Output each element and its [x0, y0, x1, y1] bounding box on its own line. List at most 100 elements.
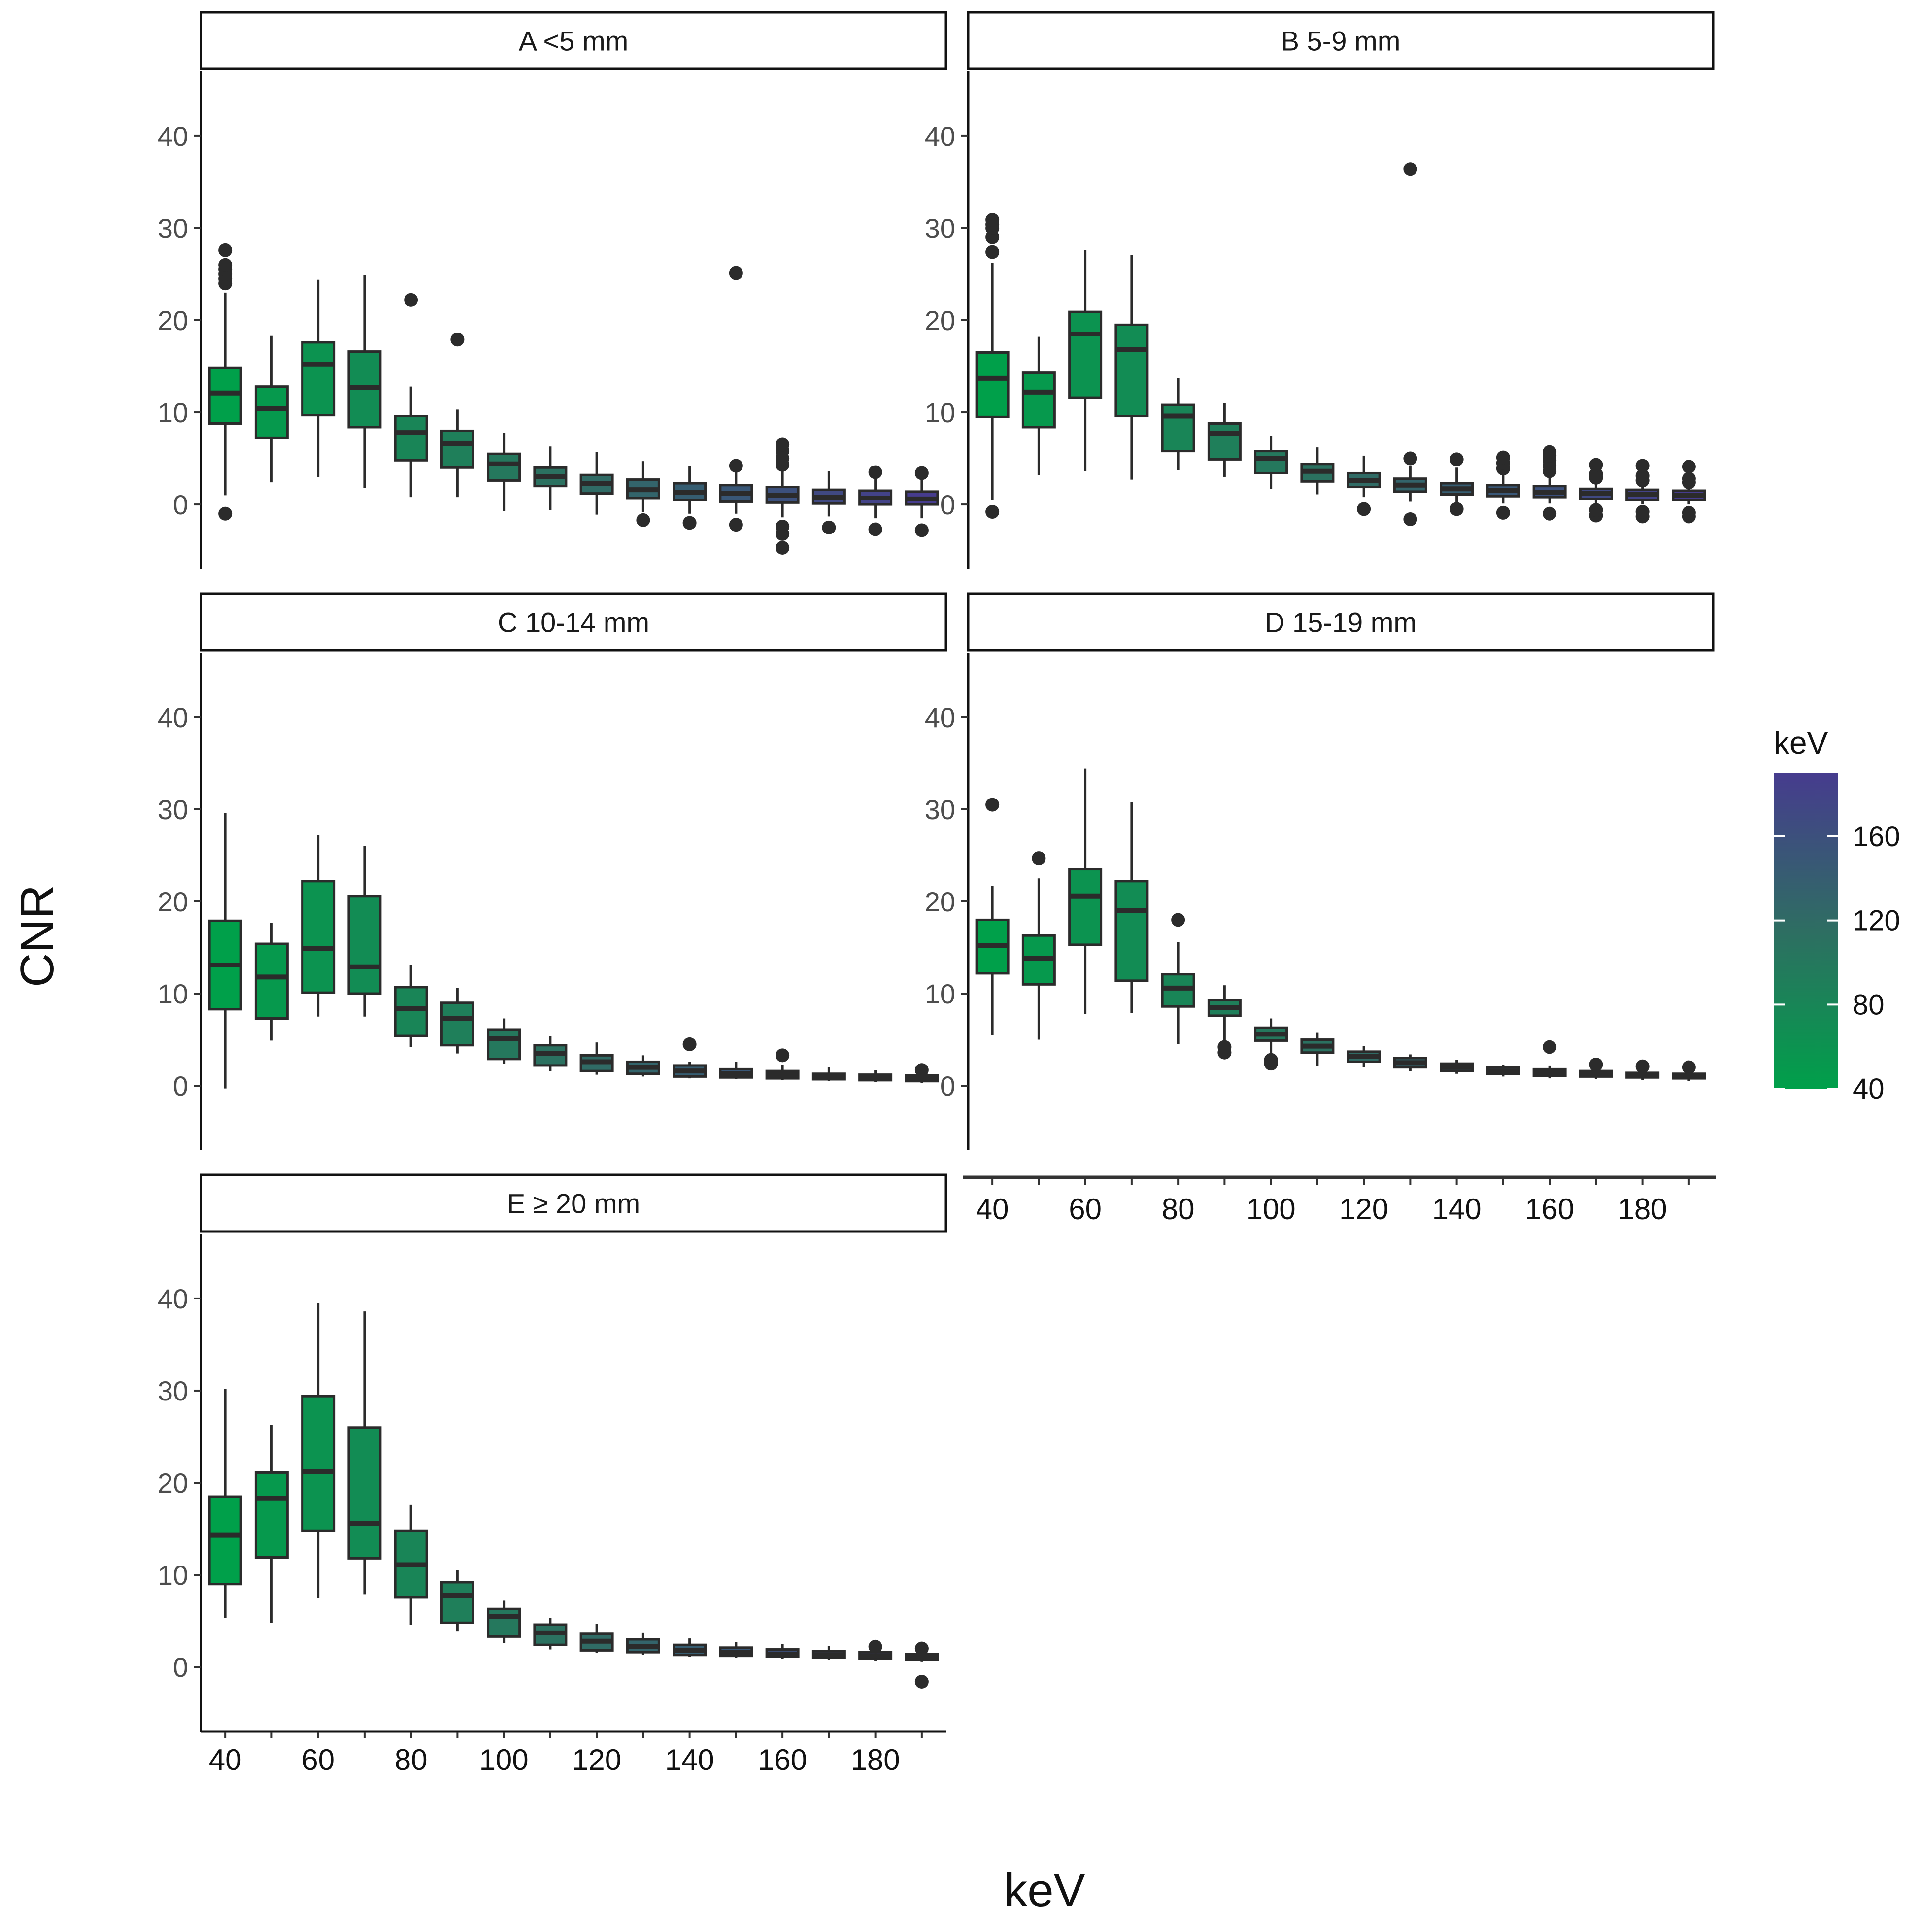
boxplot-170: [811, 1646, 846, 1660]
boxplot-130: [1393, 162, 1427, 526]
outlier-point: [404, 293, 418, 307]
y-tick-label: 20: [925, 886, 955, 917]
box: [1114, 880, 1149, 982]
x-tick-label: 120: [572, 1743, 621, 1776]
x-tick-label: 40: [209, 1743, 242, 1776]
y-tick-label: 40: [158, 121, 188, 152]
boxplot-190: [1672, 1060, 1706, 1081]
y-tick-label: 40: [158, 702, 188, 733]
box: [347, 895, 382, 995]
boxplot-120: [579, 452, 614, 515]
boxplot-150: [719, 1062, 753, 1079]
facet-panel: C 10-14 mm 0 10 20 30 40: [158, 592, 947, 1150]
box: [1254, 450, 1288, 474]
box: [208, 1495, 242, 1586]
boxplot-50: [254, 1425, 289, 1623]
boxplot-80: [1161, 378, 1195, 470]
y-tick-label: 10: [925, 397, 955, 428]
boxplot-120: [1347, 455, 1381, 516]
outlier-point: [1032, 851, 1046, 866]
x-tick-label: 40: [976, 1193, 1009, 1226]
boxplot-140: [673, 1037, 707, 1079]
outlier-point: [218, 506, 233, 521]
outlier-point: [776, 540, 790, 555]
y-tick-label: 0: [173, 1652, 188, 1683]
boxplot-40: [975, 798, 1010, 1035]
boxplot-90: [440, 988, 474, 1054]
boxplot-70: [1114, 255, 1149, 480]
outlier-point: [1635, 459, 1650, 473]
boxplot-150: [1486, 450, 1520, 520]
outlier-point: [1589, 503, 1603, 517]
facet-panel: A <5 mm 0 10 20 30 40: [158, 11, 947, 569]
legend-tick-label: 40: [1853, 1073, 1885, 1105]
boxplot-90: [1207, 985, 1242, 1060]
x-tick-label: 60: [1069, 1193, 1102, 1226]
facet-panel: D 15-19 mm 0 10 20 30 40: [925, 592, 1715, 1150]
x-axis-title: keV: [1004, 1864, 1085, 1917]
facet-panel: E ≥ 20 mm 0 10 20 30 40 40 60 80 100 120 140 160 180: [158, 1173, 947, 1776]
boxplot-60: [301, 279, 336, 477]
outlier-point: [914, 523, 929, 537]
boxplot-100: [487, 1018, 521, 1064]
facet-strip: [967, 11, 1715, 70]
outlier-point: [985, 245, 1000, 259]
outlier-point: [1589, 1058, 1603, 1072]
outlier-point: [218, 258, 233, 272]
boxplot-50: [1021, 336, 1056, 475]
facet-strip-label: C 10-14 mm: [498, 607, 649, 638]
boxplot-170: [811, 471, 846, 534]
outlier-point: [1264, 1053, 1278, 1067]
outlier-point: [1403, 451, 1417, 466]
boxplot-120: [579, 1042, 614, 1075]
boxplot-180: [858, 1070, 893, 1082]
boxplot-180: [1625, 459, 1660, 524]
boxplot-120: [1347, 1046, 1381, 1067]
y-tick-label: 10: [158, 978, 188, 1009]
box: [208, 366, 242, 425]
outlier-point: [776, 437, 790, 452]
boxplot-40: [975, 213, 1010, 519]
box: [1207, 422, 1242, 461]
outlier-point: [1635, 505, 1650, 519]
y-tick-label: 30: [158, 1375, 188, 1406]
box: [254, 942, 289, 1020]
outlier-point: [776, 1048, 790, 1063]
y-tick-label: 30: [925, 213, 955, 244]
box: [347, 1426, 382, 1560]
y-tick-label: 40: [925, 702, 955, 733]
boxplot-80: [394, 965, 428, 1047]
legend-tick-label: 160: [1853, 821, 1900, 853]
box: [975, 351, 1010, 418]
outlier-point: [914, 1063, 929, 1077]
boxplot-180: [1625, 1059, 1660, 1080]
box: [1068, 310, 1103, 399]
boxplot-100: [487, 1600, 521, 1643]
facet-strip-label: B 5-9 mm: [1281, 26, 1401, 57]
y-tick-label: 0: [940, 1070, 955, 1101]
outlier-point: [1543, 445, 1557, 459]
boxplot-90: [440, 333, 474, 498]
boxplot-130: [626, 1632, 660, 1655]
boxplot-70: [347, 1311, 382, 1595]
outlier-point: [729, 266, 743, 280]
outlier-point: [1403, 512, 1417, 526]
boxplot-160: [765, 1048, 800, 1080]
boxplot-60: [1068, 250, 1103, 471]
outlier-point: [1357, 502, 1371, 516]
y-tick-label: 40: [925, 121, 955, 152]
outlier-point: [218, 243, 233, 257]
x-tick-label: 160: [1525, 1193, 1574, 1226]
legend-tick-label: 120: [1853, 905, 1900, 937]
boxplot-160: [1532, 445, 1567, 521]
outlier-point: [450, 333, 465, 347]
box: [1021, 371, 1056, 429]
y-tick-label: 10: [925, 978, 955, 1009]
y-tick-label: 20: [158, 305, 188, 336]
outlier-point: [1450, 502, 1464, 516]
box: [1161, 403, 1195, 453]
outlier-point: [1171, 913, 1185, 927]
y-tick-label: 10: [158, 1560, 188, 1591]
boxplot-130: [626, 1055, 660, 1077]
boxplot-80: [1161, 913, 1195, 1044]
